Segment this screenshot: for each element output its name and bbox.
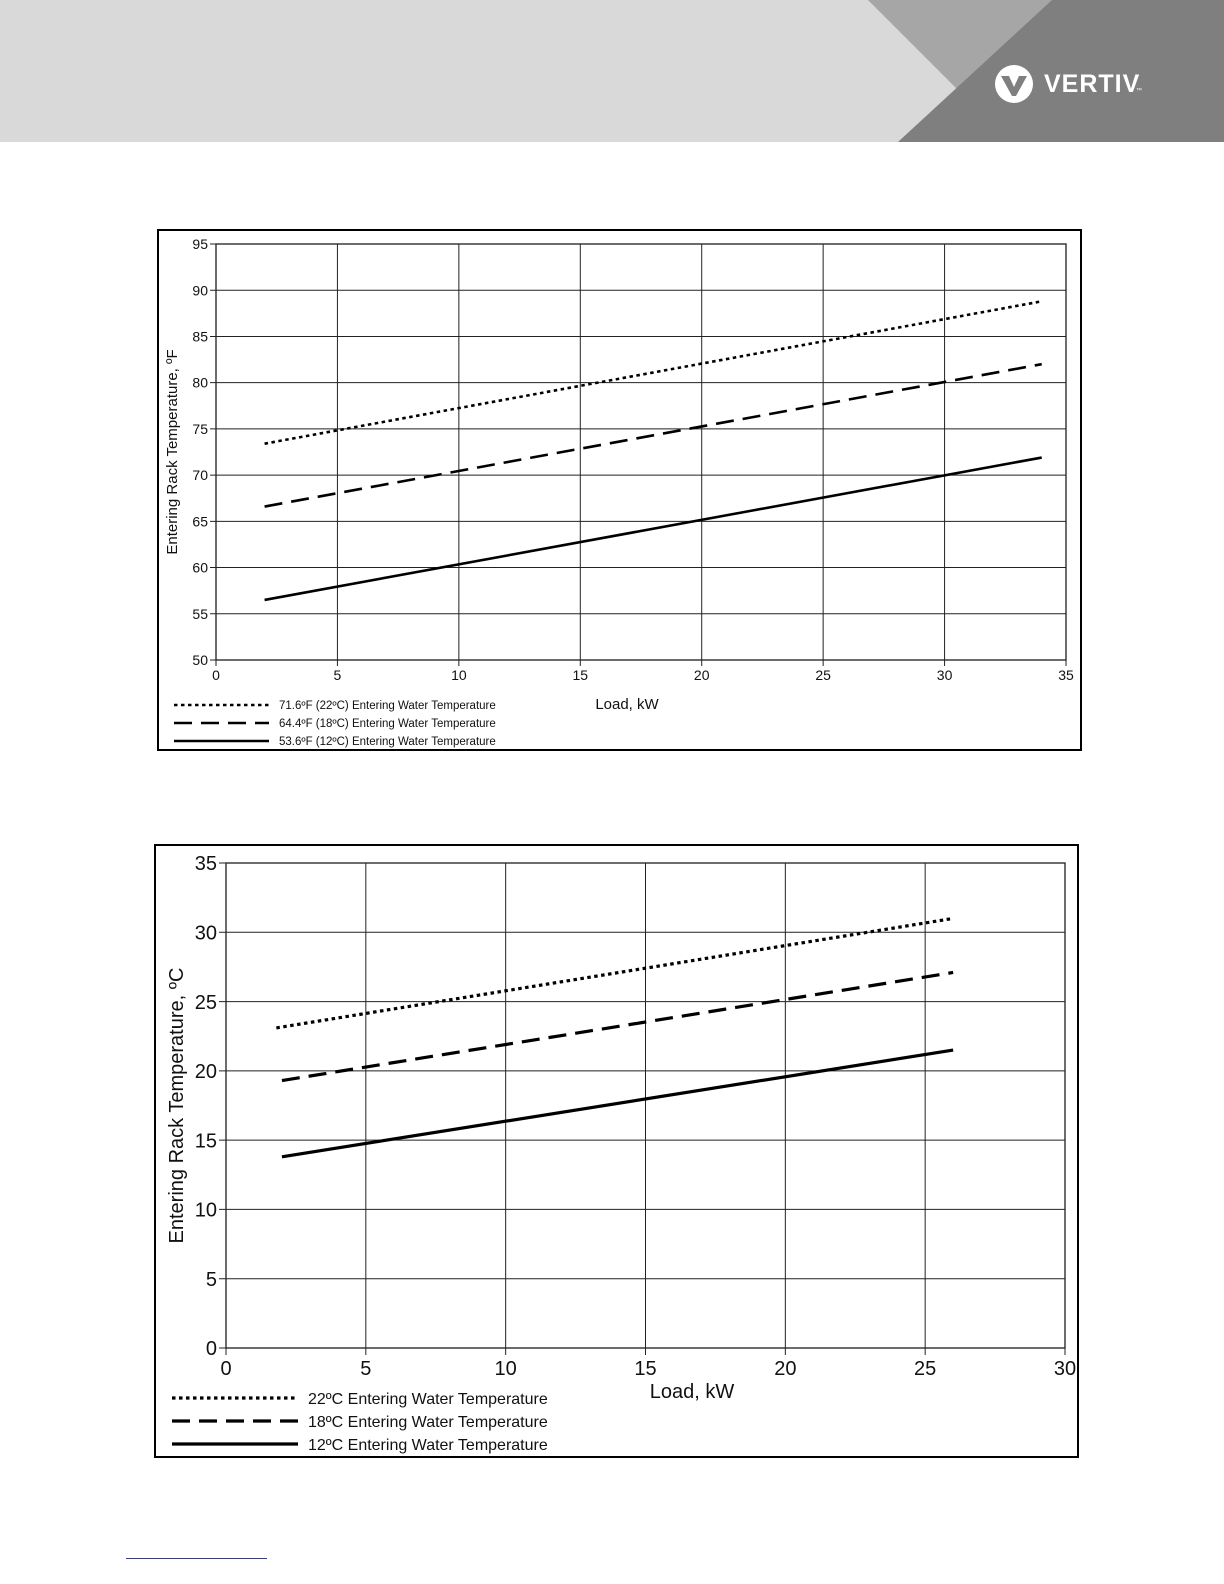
y-tick-label: 25 bbox=[195, 992, 217, 1014]
series-line-solid bbox=[281, 1048, 954, 1159]
y-tick-label: 30 bbox=[195, 922, 217, 944]
x-tick-label: 5 bbox=[334, 667, 342, 683]
y-tick-label: 65 bbox=[192, 513, 208, 529]
chart-celsius: 0 5 10 15 20 25 30 0 5 10 15 20 25 30 35 Load, kW Enteri… bbox=[154, 844, 1079, 1458]
header-graphic bbox=[868, 0, 1224, 142]
brand-wordmark: VERTIV bbox=[1044, 70, 1141, 98]
page-header: VERTIV ™ bbox=[0, 0, 1224, 142]
x-tick-label: 20 bbox=[694, 667, 710, 683]
y-tick-label: 0 bbox=[206, 1338, 217, 1360]
legend-label: 22ºC Entering Water Temperature bbox=[308, 1391, 548, 1408]
y-tick-label: 85 bbox=[192, 328, 208, 344]
legend-label: 12ºC Entering Water Temperature bbox=[308, 1437, 548, 1454]
x-tick-label: 0 bbox=[220, 1358, 231, 1380]
x-tick-label: 30 bbox=[937, 667, 953, 683]
x-tick-label: 15 bbox=[572, 667, 588, 683]
y-tick-label: 5 bbox=[206, 1269, 217, 1291]
plot-area bbox=[215, 243, 1067, 661]
y-axis-label: Entering Rack Temperature, ºF bbox=[164, 349, 181, 554]
y-tick-label: 60 bbox=[192, 560, 208, 576]
legend-label: 18ºC Entering Water Temperature bbox=[308, 1414, 548, 1431]
y-tick-label: 15 bbox=[195, 1130, 217, 1152]
y-tick-label: 90 bbox=[192, 282, 208, 298]
x-tick-label: 10 bbox=[451, 667, 467, 683]
footer-rule bbox=[126, 1558, 267, 1559]
x-tick-label: 0 bbox=[212, 667, 220, 683]
legend-label: 71.6ºF (22ºC) Entering Water Temperature bbox=[279, 700, 496, 712]
x-tick-label: 35 bbox=[1058, 667, 1074, 683]
y-tick-label: 75 bbox=[192, 421, 208, 437]
header-dark-panel bbox=[898, 0, 1224, 142]
series-line-dashed bbox=[264, 362, 1042, 508]
chart-celsius-svg: 0 5 10 15 20 25 30 0 5 10 15 20 25 30 35 Load, kW Enteri… bbox=[166, 853, 1076, 1454]
legend-label: 53.6ºF (12ºC) Entering Water Temperature bbox=[279, 736, 496, 748]
legend-label: 64.4ºF (18ºC) Entering Water Temperature bbox=[279, 718, 496, 730]
brand-trademark: ™ bbox=[1136, 88, 1142, 94]
x-tick-label: 25 bbox=[815, 667, 831, 683]
y-tick-label: 35 bbox=[195, 853, 217, 875]
y-tick-label: 80 bbox=[192, 375, 208, 391]
vertiv-v-logo-icon bbox=[995, 65, 1033, 103]
y-tick-label: 55 bbox=[192, 606, 208, 622]
x-axis-label: Load, kW bbox=[595, 696, 659, 713]
series-line-dotted bbox=[264, 300, 1042, 445]
x-axis-label: Load, kW bbox=[650, 1381, 735, 1403]
x-tick-label: 5 bbox=[360, 1358, 371, 1380]
y-tick-label: 50 bbox=[192, 652, 208, 668]
x-tick-label: 30 bbox=[1054, 1358, 1076, 1380]
series-line-dotted bbox=[276, 916, 954, 1030]
x-tick-label: 20 bbox=[774, 1358, 796, 1380]
x-tick-label: 10 bbox=[495, 1358, 517, 1380]
x-tick-label: 15 bbox=[634, 1358, 656, 1380]
y-axis-label: Entering Rack Temperature, ºC bbox=[166, 968, 188, 1244]
y-tick-label: 95 bbox=[192, 236, 208, 252]
y-tick-label: 20 bbox=[195, 1061, 217, 1083]
x-tick-label: 25 bbox=[914, 1358, 936, 1380]
chart-fahrenheit: 0 5 10 15 20 25 30 35 50 55 60 65 70 75 80 85 90 95 Load, … bbox=[157, 229, 1082, 751]
chart-fahrenheit-svg: 0 5 10 15 20 25 30 35 50 55 60 65 70 75 80 85 90 95 Load, … bbox=[164, 236, 1074, 748]
y-tick-label: 70 bbox=[192, 467, 208, 483]
series-line-dashed bbox=[281, 970, 954, 1083]
series-line-solid bbox=[264, 456, 1042, 602]
y-tick-label: 10 bbox=[195, 1200, 217, 1222]
